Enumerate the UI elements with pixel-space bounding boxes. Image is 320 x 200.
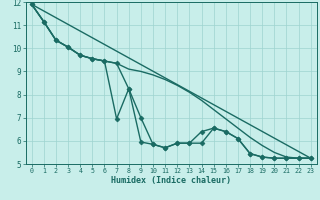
X-axis label: Humidex (Indice chaleur): Humidex (Indice chaleur) xyxy=(111,176,231,185)
